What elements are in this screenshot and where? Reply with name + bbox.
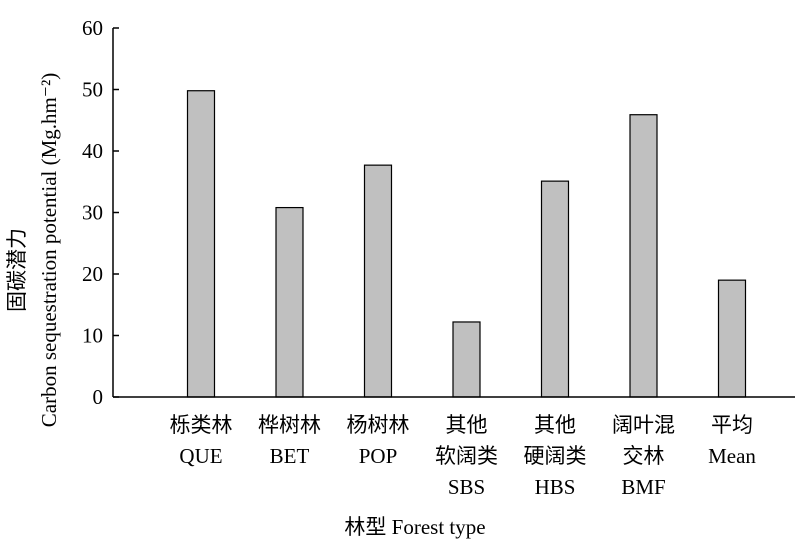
bar-bet xyxy=(275,206,304,398)
category-label-hbs: 硬阔类 xyxy=(524,444,587,468)
y-tick-label: 0 xyxy=(93,385,104,409)
y-tick-label: 10 xyxy=(82,324,103,348)
bars xyxy=(186,90,747,398)
category-label-que: QUE xyxy=(179,444,222,468)
y-axis-title-line-1: 固碳潜力 xyxy=(5,228,29,312)
category-label-mean: Mean xyxy=(708,444,756,468)
category-label-sbs: 软阔类 xyxy=(435,444,498,468)
category-label-pop: POP xyxy=(359,444,398,468)
y-tick-label: 50 xyxy=(82,78,103,102)
y-tick-label: 60 xyxy=(82,16,103,40)
bar-que xyxy=(186,90,216,398)
y-tick-label: 30 xyxy=(82,201,103,225)
category-label-bmf: 阔叶混 xyxy=(612,413,675,437)
bar-bmf xyxy=(629,114,658,398)
category-label-sbs: 其他 xyxy=(446,413,488,437)
y-axis-ticks: 0 10 20 30 40 50 60 xyxy=(82,16,119,409)
bar-hbs xyxy=(540,180,570,398)
category-label-que: 栎类林 xyxy=(170,413,233,437)
category-label-mean: 平均 xyxy=(711,413,753,437)
y-tick-label: 20 xyxy=(82,262,103,286)
bar-sbs xyxy=(452,321,481,398)
category-label-hbs: HBS xyxy=(535,475,576,499)
y-axis-title-line-2: Carbon sequestration potential (Mg.hm⁻²) xyxy=(37,73,61,427)
bar-pop xyxy=(363,164,393,398)
category-label-sbs: SBS xyxy=(448,475,485,499)
y-tick-label: 40 xyxy=(82,139,103,163)
category-label-pop: 杨树林 xyxy=(347,413,410,437)
category-label-bet: BET xyxy=(270,444,310,468)
x-axis-title: 林型 Forest type xyxy=(344,515,485,539)
category-label-bmf: 交林 xyxy=(623,444,665,468)
category-label-bet: 桦树林 xyxy=(258,413,321,437)
category-label-hbs: 其他 xyxy=(534,413,576,437)
bar-mean xyxy=(717,279,747,398)
y-axis-title: 固碳潜力 Carbon sequestration potential (Mg.… xyxy=(5,73,61,427)
category-label-bmf: BMF xyxy=(621,475,665,499)
